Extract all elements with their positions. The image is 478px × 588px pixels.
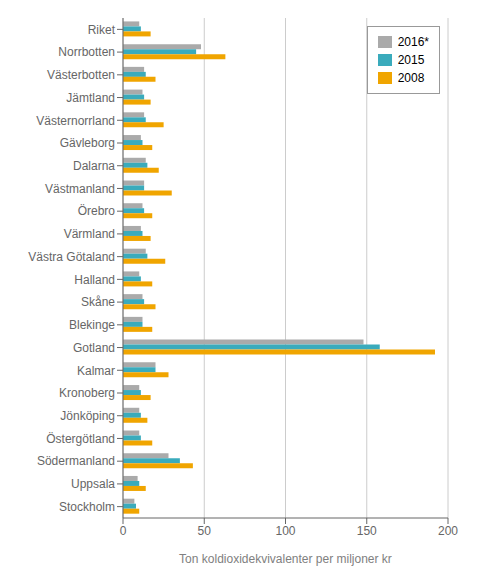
svg-text:Gävleborg: Gävleborg [60, 136, 115, 150]
svg-text:Ton koldioxidekvivalenter per: Ton koldioxidekvivalenter per miljoner k… [179, 552, 392, 566]
html-text:2016*: 2016* [397, 35, 429, 49]
svg-text:Gotland: Gotland [73, 341, 115, 355]
html-text:2015: 2015 [397, 53, 425, 67]
svg-text:Södermanland: Södermanland [37, 454, 115, 468]
svg-text:Västra Götaland: Västra Götaland [28, 250, 115, 264]
svg-text:Västmanland: Västmanland [45, 182, 115, 196]
svg-text:Värmland: Värmland [64, 227, 115, 241]
svg-text:Dalarna: Dalarna [73, 159, 115, 173]
svg-text:Skåne: Skåne [81, 295, 115, 309]
svg-text:Västernorrland: Västernorrland [36, 114, 115, 128]
svg-text:Jönköping: Jönköping [60, 409, 115, 423]
svg-text:Uppsala: Uppsala [71, 477, 115, 491]
svg-text:0: 0 [120, 524, 127, 538]
svg-text:Blekinge: Blekinge [69, 318, 115, 332]
svg-text:Kalmar: Kalmar [77, 364, 115, 378]
svg-text:Jämtland: Jämtland [66, 91, 115, 105]
svg-text:Norrbotten: Norrbotten [58, 45, 115, 59]
svg-text:Östergötland: Östergötland [46, 432, 115, 446]
svg-text:50: 50 [198, 524, 212, 538]
svg-text:Örebro: Örebro [78, 204, 116, 218]
svg-text:200: 200 [438, 524, 458, 538]
svg-text:Kronoberg: Kronoberg [59, 386, 115, 400]
svg-text:150: 150 [357, 524, 377, 538]
svg-text:Riket: Riket [88, 23, 116, 37]
svg-text:100: 100 [275, 524, 295, 538]
svg-text:Stockholm: Stockholm [59, 500, 115, 514]
svg-text:Halland: Halland [74, 273, 115, 287]
svg-text:Västerbotten: Västerbotten [47, 68, 115, 82]
html-text:2008: 2008 [397, 71, 425, 85]
